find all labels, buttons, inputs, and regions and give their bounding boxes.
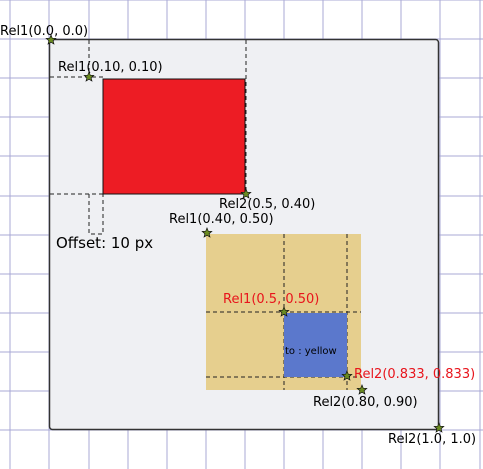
star-marker-icon [278, 306, 290, 317]
label-rel1-tan: Rel1(0.40, 0.50) [169, 212, 274, 227]
anchor-markers [45, 34, 445, 433]
star-marker-icon [83, 71, 95, 82]
label-blue-text: to : yellow [285, 346, 337, 357]
star-marker-icon [201, 227, 213, 238]
star-marker-icon [433, 422, 445, 433]
star-marker-icon [356, 384, 368, 395]
blue-block [284, 313, 347, 377]
star-marker-icon [341, 370, 353, 381]
label-rel1-blue: Rel1(0.5, 0.50) [223, 292, 319, 307]
label-rel1-origin: Rel1(0.0, 0.0) [0, 24, 88, 39]
label-rel2-container: Rel2(1.0, 1.0) [388, 432, 476, 447]
label-rel2-blue: Rel2(0.833, 0.833) [354, 367, 475, 382]
star-marker-icon [240, 188, 252, 199]
star-marker-icon [45, 34, 57, 45]
label-rel2-red: Rel2(0.5, 0.40) [219, 197, 315, 212]
red-block [102, 78, 246, 195]
red-block-guides [50, 40, 247, 235]
label-rel1-red: Rel1(0.10, 0.10) [58, 60, 163, 75]
label-rel2-tan: Rel2(0.80, 0.90) [313, 395, 418, 410]
label-offset: Offset: 10 px [56, 234, 153, 252]
